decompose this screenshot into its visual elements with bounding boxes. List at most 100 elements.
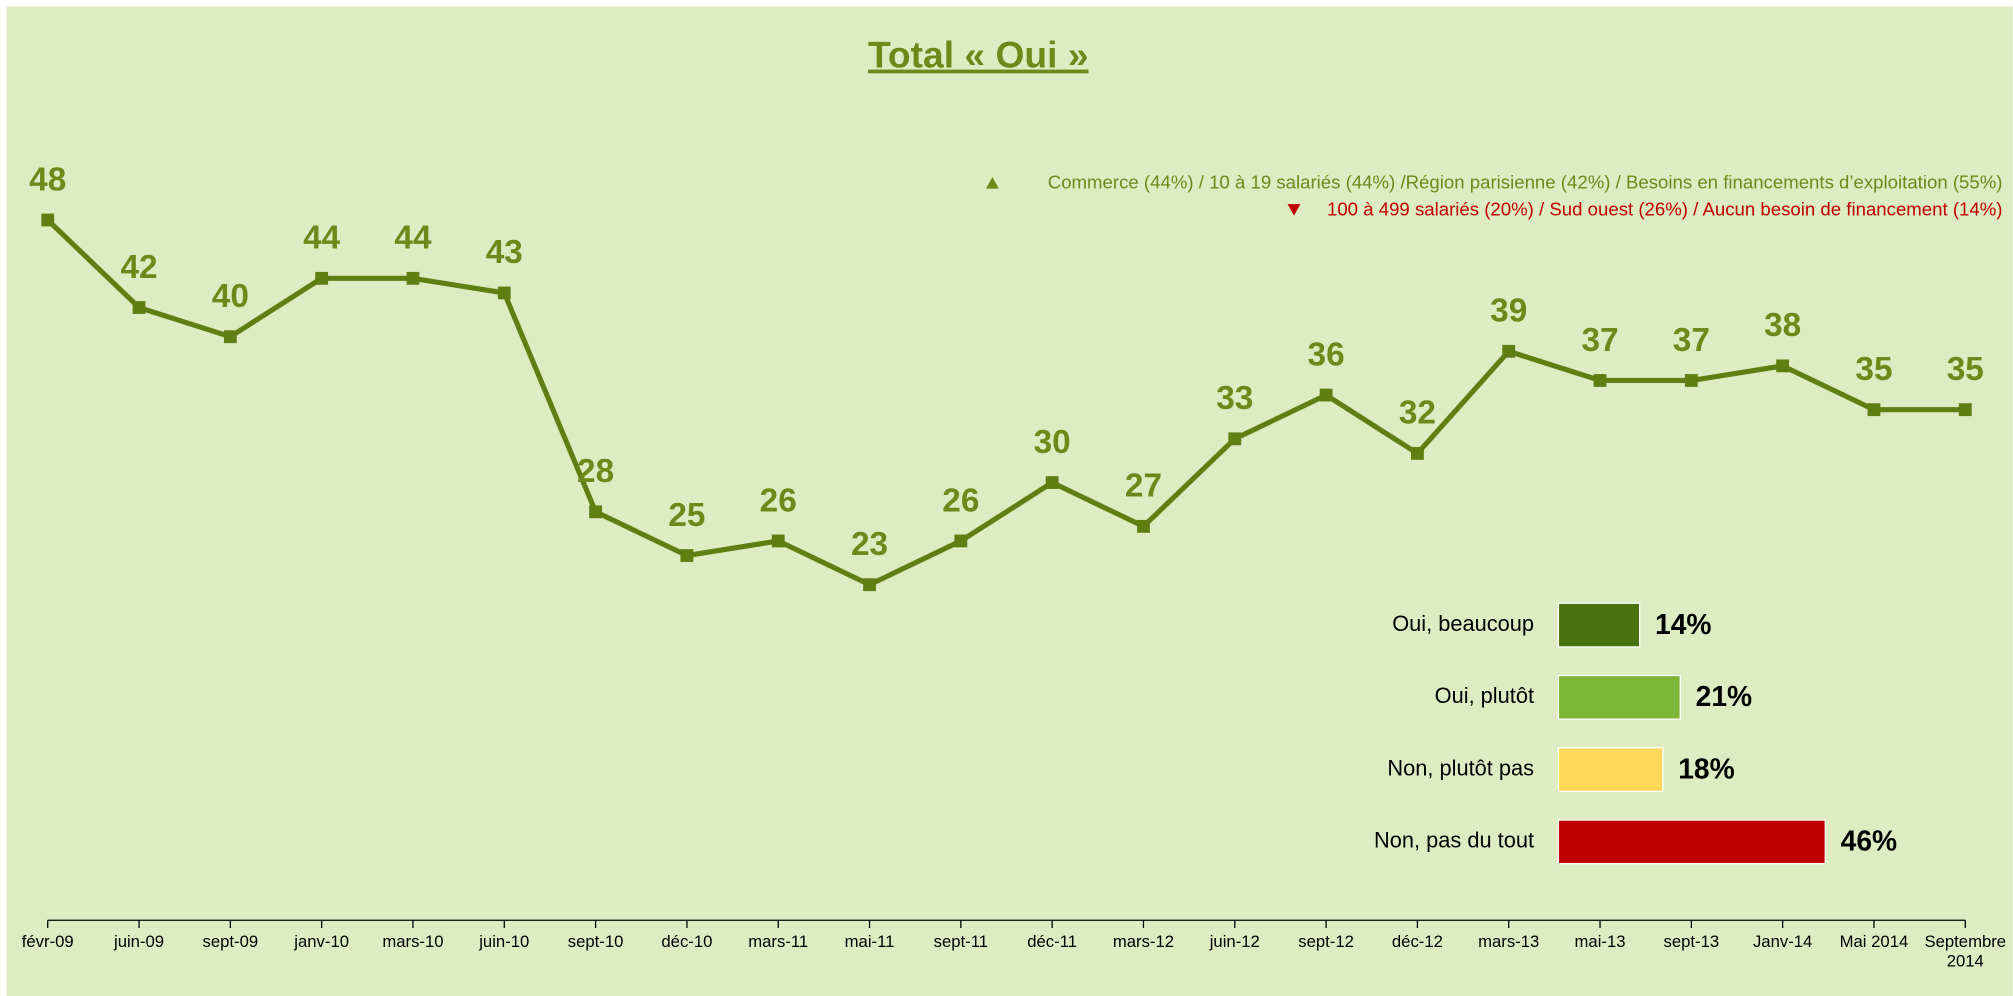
x-tick-label: Mai 2014 xyxy=(1839,931,1909,952)
x-tick-label: juin-10 xyxy=(479,931,530,952)
x-tick-label: déc-12 xyxy=(1391,931,1443,952)
annotation: 100 à 499 salariés (20%) / Sud ouest (26… xyxy=(1327,198,2003,219)
point xyxy=(1867,403,1881,417)
x-tick-label-box: mars-11 xyxy=(748,931,809,952)
x-tick-label-box: mars-10 xyxy=(382,931,444,952)
point xyxy=(1593,374,1607,387)
x-tick-label: mai-13 xyxy=(1574,931,1626,952)
y-tick-label: Oui, beaucoup xyxy=(1392,611,1534,636)
x-tick-label: févr-09 xyxy=(21,931,74,952)
x-tick-label-box: déc-11 xyxy=(1027,931,1078,952)
point xyxy=(1502,344,1516,358)
data-label: 23 xyxy=(851,526,888,563)
y-tick-label: Oui, plutôt xyxy=(1435,683,1534,708)
point xyxy=(1319,388,1333,402)
data-label: 38 xyxy=(1764,307,1801,344)
x-tick-label: mai-11 xyxy=(844,931,895,952)
x-tick-label-box: juin-10 xyxy=(479,931,530,952)
x-tick-label-box: févr-09 xyxy=(21,931,74,952)
point xyxy=(589,505,603,519)
x-tick-label: Janv-14 xyxy=(1752,931,1813,952)
data-label: 28 xyxy=(577,453,614,490)
x-tick-label-box: mars-13 xyxy=(1478,931,1540,952)
x-tick-label: mars-12 xyxy=(1112,931,1175,952)
data-label: 21% xyxy=(1696,680,1752,712)
x-tick-label: juin-09 xyxy=(113,931,165,952)
bar xyxy=(1557,747,1664,793)
point xyxy=(863,578,876,592)
point xyxy=(41,213,55,227)
point xyxy=(1045,476,1059,490)
down-triangle-icon xyxy=(1287,204,1301,216)
chart-title: Total « Oui » xyxy=(868,34,1089,76)
x-tick-label: sept-12 xyxy=(1298,931,1354,952)
point xyxy=(223,330,237,344)
data-label: 39 xyxy=(1490,293,1527,330)
x-tick-label-box: sept-09 xyxy=(202,931,259,952)
data-label: 14% xyxy=(1655,608,1711,640)
point xyxy=(680,549,694,562)
data-label: 48 xyxy=(29,161,66,198)
x-tick-label: mars-10 xyxy=(382,931,444,952)
point xyxy=(1684,374,1698,387)
point xyxy=(1228,432,1242,446)
point xyxy=(1958,403,1972,417)
data-label: 36 xyxy=(1308,336,1345,373)
x-tick-label-box: mars-12 xyxy=(1112,931,1175,952)
data-label: 26 xyxy=(942,482,979,519)
x-tick-label-box: déc-10 xyxy=(661,931,713,952)
data-label: 26 xyxy=(760,482,797,519)
point xyxy=(315,271,329,285)
x-tick-label-box: sept-11 xyxy=(933,931,989,952)
line xyxy=(45,218,1966,588)
data-label: 37 xyxy=(1581,322,1618,359)
x-tick-label: juin-12 xyxy=(1209,931,1260,952)
x-tick-label: sept-13 xyxy=(1663,931,1720,952)
x-tick-label-box: sept-12 xyxy=(1298,931,1354,952)
y-tick-label: Non, pas du tout xyxy=(1374,828,1534,853)
x-tick-label: déc-11 xyxy=(1027,931,1078,952)
data-label: 44 xyxy=(303,220,341,257)
x-tick-label: sept-11 xyxy=(933,931,989,952)
y-tick-label: Non, plutôt pas xyxy=(1387,755,1534,780)
x-tick-label-box: mai-11 xyxy=(844,931,895,952)
x-tick-label-box: Janv-14 xyxy=(1752,931,1813,952)
data-label: 32 xyxy=(1399,395,1436,432)
point xyxy=(132,301,146,314)
point xyxy=(497,286,511,300)
x-tick-label-box: juin-09 xyxy=(113,931,165,952)
x-tick-label: sept-09 xyxy=(202,931,259,952)
point xyxy=(1410,447,1424,460)
x-tick-label: janv-10 xyxy=(294,931,350,952)
point xyxy=(1137,519,1150,533)
x-tick-label-box: sept-10 xyxy=(567,931,624,952)
data-label: 37 xyxy=(1673,322,1710,359)
x-tick-label-box: mai-13 xyxy=(1574,931,1626,952)
x-tick-label: mars-13 xyxy=(1478,931,1540,952)
x-tick-label-box: sept-13 xyxy=(1663,931,1720,952)
bar xyxy=(1557,602,1641,648)
bar xyxy=(1557,819,1826,865)
bar xyxy=(1557,674,1681,720)
x-tick-label-box: Mai 2014 xyxy=(1839,931,1909,952)
point xyxy=(1776,359,1790,373)
x-tick-label: déc-10 xyxy=(661,931,713,952)
data-label: 27 xyxy=(1125,468,1162,505)
x-tick-label: sept-10 xyxy=(567,931,624,952)
data-label: 30 xyxy=(1034,424,1071,461)
data-label: 35 xyxy=(1855,351,1892,388)
data-label: 40 xyxy=(212,278,249,315)
data-label: 42 xyxy=(120,249,157,286)
data-label: 33 xyxy=(1216,380,1253,417)
x-tick-label: Septembre 2014 xyxy=(1924,931,2007,971)
annotation: Commerce (44%) / 10 à 19 salariés (44%) … xyxy=(1048,171,2003,192)
data-label: 18% xyxy=(1678,752,1734,784)
x-tick-label-box: déc-12 xyxy=(1391,931,1443,952)
x-tick-label: mars-11 xyxy=(748,931,809,952)
data-label: 43 xyxy=(486,234,523,271)
point xyxy=(771,534,785,548)
up-triangle-icon xyxy=(985,177,999,189)
x-tick-label-box: Septembre 2014 xyxy=(1924,931,2007,971)
